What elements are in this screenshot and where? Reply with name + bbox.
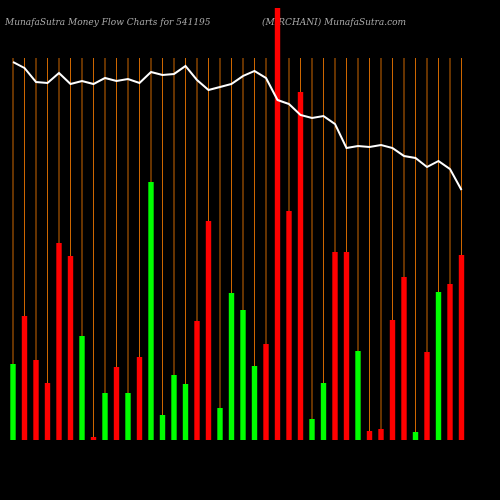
- bar: [378, 429, 384, 440]
- bar: [125, 393, 131, 440]
- bar: [435, 292, 442, 440]
- bar: [10, 364, 16, 440]
- bar: [33, 360, 39, 440]
- bar: [401, 277, 407, 440]
- money-flow-line: [12, 61, 463, 191]
- bar: [297, 92, 304, 440]
- bar: [113, 367, 120, 440]
- bar: [228, 293, 235, 440]
- bar: [286, 211, 292, 440]
- bar: [251, 366, 258, 440]
- bar: [309, 419, 315, 440]
- bar: [263, 344, 269, 440]
- bar: [458, 255, 465, 440]
- bar: [389, 320, 396, 440]
- chart-subtitle: (MIRCHANI) MunafaSutra.com: [262, 17, 406, 28]
- bar: [171, 375, 177, 440]
- bar: [148, 182, 154, 440]
- bar: [424, 352, 430, 440]
- bar: [21, 316, 28, 440]
- chart-title: MunafaSutra Money Flow Charts for 541195: [4, 18, 211, 28]
- bar: [44, 383, 51, 440]
- bar: [217, 408, 223, 440]
- bar: [182, 384, 189, 440]
- bar: [102, 393, 108, 440]
- bar: [412, 432, 419, 440]
- bar: [79, 336, 85, 440]
- bar: [274, 8, 281, 440]
- bar: [205, 221, 212, 440]
- bar: [136, 357, 143, 440]
- bar: [320, 383, 327, 440]
- bar: [56, 243, 62, 440]
- bar: [240, 310, 246, 440]
- bar: [194, 321, 200, 440]
- bar: [159, 415, 166, 440]
- bar: [343, 252, 350, 440]
- bar: [332, 252, 338, 440]
- bar: [355, 351, 361, 440]
- bar: [366, 431, 373, 440]
- bar: [67, 256, 74, 440]
- bar: [90, 437, 97, 440]
- bar: [447, 284, 453, 440]
